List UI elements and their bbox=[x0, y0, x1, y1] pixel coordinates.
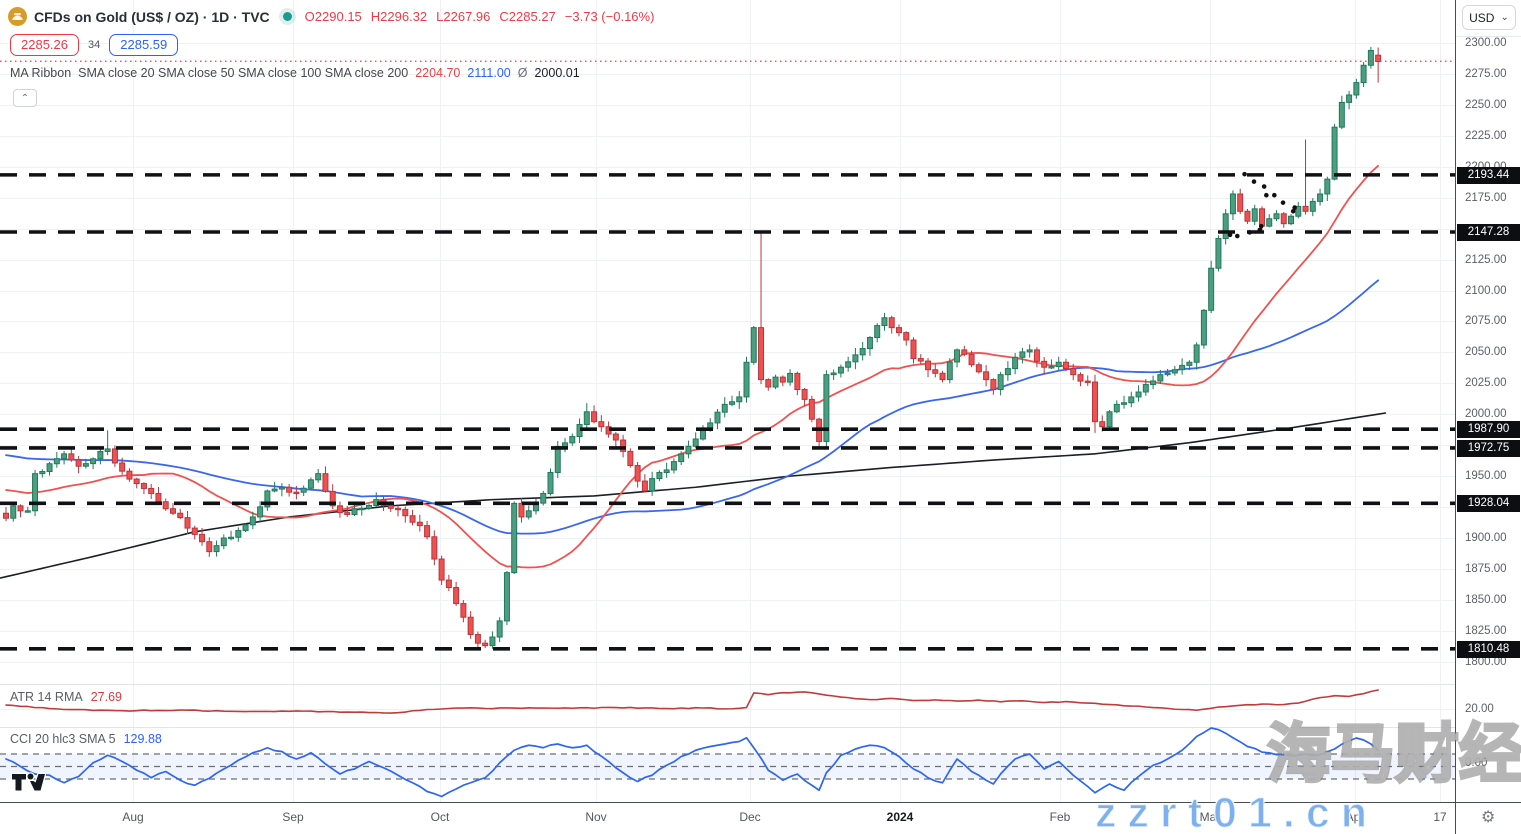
indicator-legend-row[interactable]: MA Ribbon SMA close 20 SMA close 50 SMA … bbox=[10, 66, 580, 80]
time-tick-label: 17 bbox=[1433, 810, 1447, 824]
atr-value: 27.69 bbox=[90, 690, 122, 704]
time-tick-label: Aug bbox=[122, 810, 144, 824]
price-tick-label: 1850.00 bbox=[1465, 593, 1507, 606]
chart-canvas[interactable] bbox=[0, 0, 1455, 802]
atr-label: ATR 14 RMA bbox=[10, 690, 83, 704]
time-tick-label: Sep bbox=[282, 810, 304, 824]
price-axis[interactable]: USD ⌄ 2300.002275.002250.002225.002200.0… bbox=[1455, 0, 1521, 802]
price-tick-label: 2050.00 bbox=[1465, 346, 1507, 359]
price-tick-label: 2075.00 bbox=[1465, 315, 1507, 328]
level-price-label: 2147.28 bbox=[1457, 223, 1520, 241]
price-tick-label: 2000.00 bbox=[1465, 408, 1507, 421]
ma-hidden-symbol: Ø bbox=[517, 66, 528, 80]
trade-buttons-row: 2285.26 34 2285.59 bbox=[10, 34, 179, 56]
ohlc-open: O2290.15 bbox=[304, 9, 362, 24]
time-tick-label: Apr bbox=[1345, 810, 1365, 824]
ohlc-close: C2285.27 bbox=[499, 9, 556, 24]
level-price-label: 1928.04 bbox=[1457, 495, 1520, 513]
ohlc-change: −3.73 (−0.16%) bbox=[564, 9, 655, 24]
gold-symbol-icon bbox=[8, 7, 27, 26]
ma-slow-value: 2000.01 bbox=[534, 66, 580, 80]
settings-gear-icon[interactable]: ⚙ bbox=[1481, 809, 1496, 826]
level-lines-layer bbox=[0, 60, 1455, 651]
indicator-lines-layer bbox=[5, 689, 1379, 798]
time-tick-label: Mar bbox=[1199, 810, 1221, 824]
time-tick-label: Oct bbox=[430, 810, 450, 824]
level-price-label: 2193.44 bbox=[1457, 166, 1520, 184]
time-tick-label: Nov bbox=[585, 810, 607, 824]
time-tick-label: Feb bbox=[1049, 810, 1071, 824]
axis-separator bbox=[1456, 36, 1521, 37]
collapse-indicators-button[interactable]: ⌃ bbox=[13, 89, 37, 107]
cci-band-layer bbox=[0, 753, 1455, 780]
price-tick-label: 2100.00 bbox=[1465, 284, 1507, 297]
price-tick-label: 2125.00 bbox=[1465, 253, 1507, 266]
cci-label: CCI 20 hlc3 SMA 5 bbox=[10, 732, 116, 746]
level-price-label: 1810.48 bbox=[1457, 640, 1520, 658]
price-tick-label: 2250.00 bbox=[1465, 98, 1507, 111]
spread-value: 34 bbox=[88, 39, 101, 51]
time-tick-label: Dec bbox=[739, 810, 761, 824]
atr-pane-legend[interactable]: ATR 14 RMA 27.69 bbox=[10, 690, 122, 704]
price-tick-label: 2025.00 bbox=[1465, 377, 1507, 390]
price-tick-label: 2275.00 bbox=[1465, 67, 1507, 80]
cci-pane-legend[interactable]: CCI 20 hlc3 SMA 5 129.88 bbox=[10, 732, 162, 746]
chevron-down-icon: ⌄ bbox=[1500, 12, 1509, 23]
price-tick-label: 1825.00 bbox=[1465, 624, 1507, 637]
price-tick-label: 1950.00 bbox=[1465, 470, 1507, 483]
sell-button[interactable]: 2285.26 bbox=[10, 34, 79, 56]
price-tick-label: 1800.00 bbox=[1465, 655, 1507, 668]
price-tick-label: 2300.00 bbox=[1465, 37, 1507, 49]
ohlc-low: L2267.96 bbox=[436, 9, 491, 24]
buy-button[interactable]: 2285.59 bbox=[109, 34, 179, 56]
ma-ribbon-name[interactable]: MA Ribbon bbox=[10, 66, 72, 80]
ma20-value: 2204.70 bbox=[415, 66, 461, 80]
grid-layer bbox=[0, 0, 1455, 802]
symbol-row: CFDs on Gold (US$ / OZ) · 1D · TVC O2290… bbox=[8, 7, 654, 26]
cci-value: 129.88 bbox=[123, 732, 162, 746]
candles-layer bbox=[3, 46, 1382, 650]
time-axis[interactable]: Aug Sep Oct Nov Dec 2024 Feb Mar Apr 17 bbox=[0, 802, 1455, 834]
price-tick-label: 2225.00 bbox=[1465, 129, 1507, 142]
ohlc-high: H2296.32 bbox=[370, 9, 428, 24]
ma-ribbon-params: SMA close 20 SMA close 50 SMA close 100 … bbox=[78, 66, 409, 80]
time-tick-label: 2024 bbox=[886, 810, 914, 824]
price-tick-label: 2175.00 bbox=[1465, 191, 1507, 204]
cci-tick-label: 0.00 bbox=[1465, 757, 1488, 769]
tradingview-logo[interactable] bbox=[10, 771, 47, 800]
price-tick-label: 1875.00 bbox=[1465, 562, 1507, 575]
chevron-up-icon: ⌃ bbox=[20, 92, 30, 104]
ma50-value: 2111.00 bbox=[467, 66, 511, 80]
pattern-dots-layer bbox=[1227, 171, 1297, 239]
currency-label: USD bbox=[1469, 10, 1495, 25]
symbol-title[interactable]: CFDs on Gold (US$ / OZ) · 1D · TVC bbox=[34, 8, 270, 25]
axis-corner: ⚙ bbox=[1455, 802, 1521, 834]
market-status-icon[interactable] bbox=[282, 12, 292, 21]
currency-dropdown[interactable]: USD ⌄ bbox=[1462, 5, 1516, 30]
level-price-label: 1987.90 bbox=[1457, 421, 1520, 439]
price-tick-label: 1900.00 bbox=[1465, 532, 1507, 544]
atr-tick-label: 20.00 bbox=[1465, 703, 1494, 715]
ohlc-readout: O2290.15 H2296.32 L2267.96 C2285.27 −3.7… bbox=[305, 9, 655, 24]
level-price-label: 1972.75 bbox=[1457, 439, 1520, 457]
